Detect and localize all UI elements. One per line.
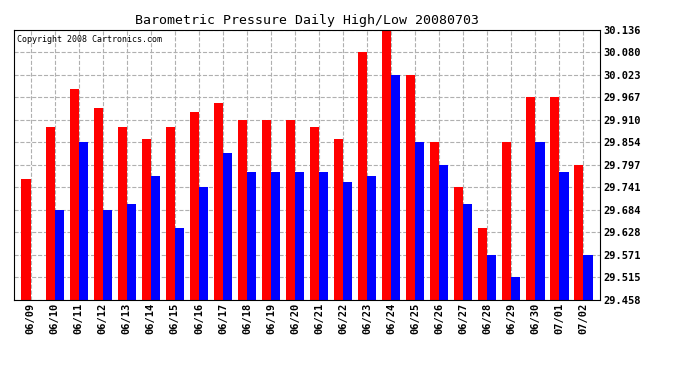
Bar [286,120,295,300]
Bar [70,89,79,300]
Bar [319,172,328,300]
Bar [310,127,319,300]
Bar [584,255,593,300]
Bar [117,127,127,300]
Bar [511,277,520,300]
Bar [223,153,232,300]
Bar [271,172,280,300]
Bar [127,204,136,300]
Bar [199,187,208,300]
Title: Barometric Pressure Daily High/Low 20080703: Barometric Pressure Daily High/Low 20080… [135,15,479,27]
Bar [526,97,535,300]
Bar [463,204,473,300]
Bar [343,182,352,300]
Bar [247,172,256,300]
Bar [46,127,55,300]
Bar [295,172,304,300]
Bar [190,112,199,300]
Text: Copyright 2008 Cartronics.com: Copyright 2008 Cartronics.com [17,35,161,44]
Bar [141,139,151,300]
Bar [502,142,511,300]
Bar [535,142,544,300]
Bar [21,179,30,300]
Bar [175,228,184,300]
Bar [440,165,449,300]
Bar [551,97,560,300]
Bar [214,103,223,300]
Bar [334,139,343,300]
Bar [574,165,584,300]
Bar [454,187,463,300]
Bar [94,108,103,300]
Bar [382,30,391,300]
Bar [55,210,63,300]
Bar [166,127,175,300]
Bar [367,176,376,300]
Bar [430,142,440,300]
Bar [79,142,88,300]
Bar [391,75,400,300]
Bar [151,176,160,300]
Bar [487,255,497,300]
Bar [103,210,112,300]
Bar [560,172,569,300]
Bar [406,75,415,300]
Bar [478,228,487,300]
Bar [358,52,367,300]
Bar [415,142,424,300]
Bar [238,120,247,300]
Bar [262,120,271,300]
